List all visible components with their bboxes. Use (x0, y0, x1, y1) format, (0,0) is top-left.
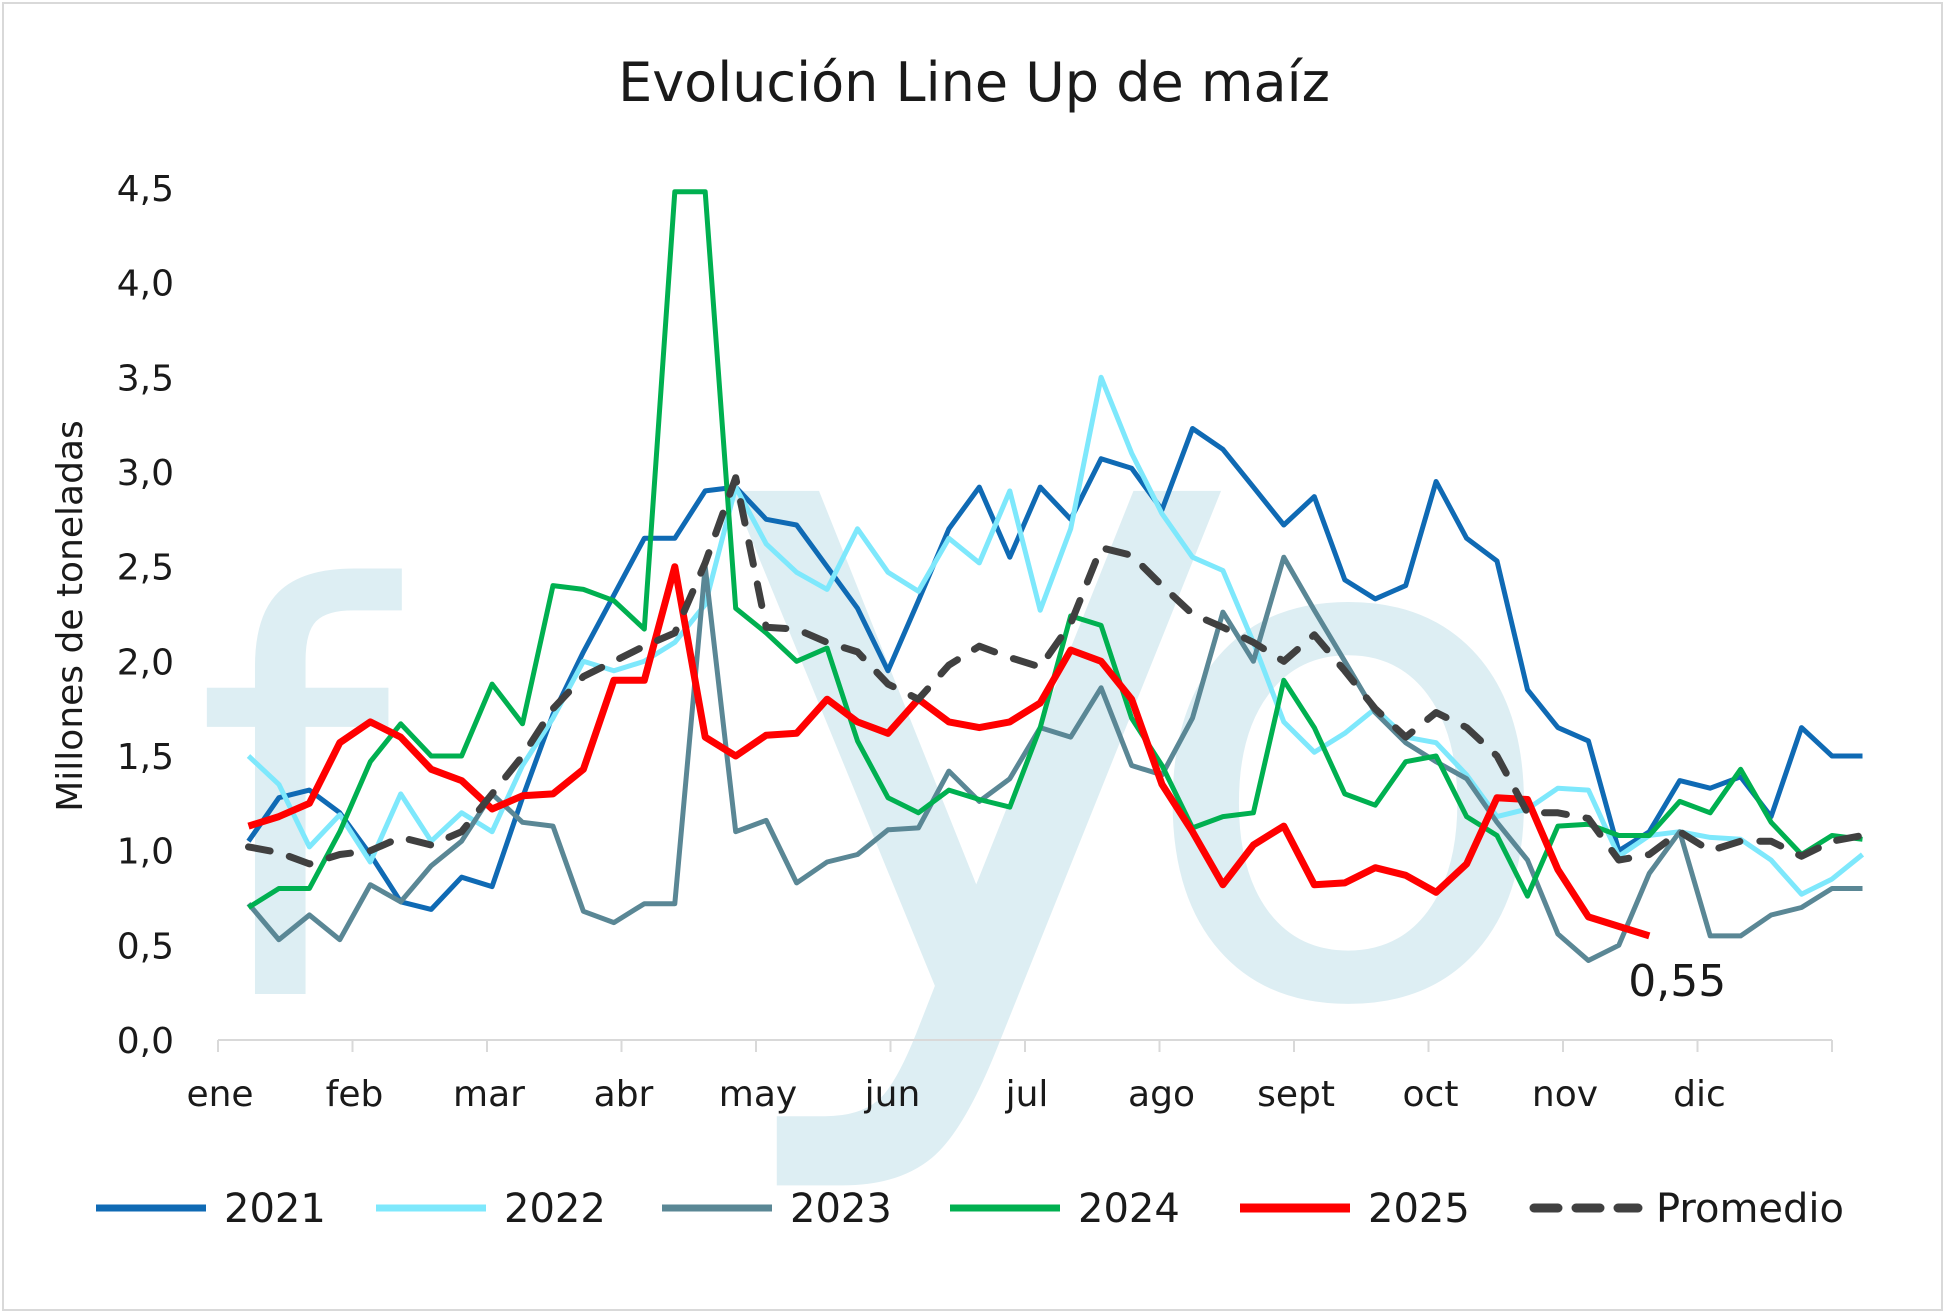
x-tick-label: oct (1403, 1074, 1459, 1115)
line-chart: f yo Evolución Line Up de maíz Millones d… (50, 51, 1866, 1232)
last-value-label: 0,55 (1628, 956, 1726, 1007)
x-tick-label: nov (1532, 1074, 1598, 1115)
series-line-promedio (245, 474, 1866, 868)
x-tick-label: ene (186, 1074, 253, 1115)
y-axis-label: Millones de toneladas (50, 420, 91, 812)
y-tick-label: 1,0 (117, 832, 174, 873)
annotations: 0,55 (1628, 956, 1726, 1007)
y-tick-label: 4,5 (117, 169, 174, 210)
x-tick-label: may (719, 1074, 797, 1115)
y-tick-label: 3,5 (117, 358, 174, 399)
x-tick-label: dic (1673, 1074, 1726, 1115)
series-lines (245, 189, 1866, 963)
watermark-letter: o (1134, 345, 1562, 1160)
series-line-2021 (246, 426, 1863, 912)
y-tick-label: 1,5 (117, 737, 174, 778)
series-line-2022 (246, 374, 1865, 897)
legend-label-promedio: Promedio (1656, 1186, 1844, 1232)
y-tick-label: 0,5 (117, 926, 174, 967)
x-tick-label: jul (1005, 1074, 1049, 1115)
x-tick-label: mar (453, 1074, 525, 1115)
x-tick-label: abr (594, 1074, 654, 1115)
legend-label-2024: 2024 (1078, 1186, 1180, 1232)
x-tick-label: sept (1257, 1074, 1335, 1115)
legend-label-2025: 2025 (1368, 1186, 1470, 1232)
series-line-2025 (247, 563, 1651, 940)
legend-label-2023: 2023 (790, 1186, 892, 1232)
x-tick-label: ago (1128, 1074, 1195, 1115)
watermark-letter: y (704, 140, 1248, 1211)
legend-label-2022: 2022 (504, 1186, 606, 1232)
y-tick-label: 3,0 (117, 453, 174, 494)
y-axis-ticks: 0,0 0,5 1,0 1,5 2,0 2,5 3,0 3,5 4,0 4,5 (117, 169, 174, 1062)
watermark-logo: f yo (194, 140, 1562, 1211)
x-tick-label: jun (864, 1074, 921, 1115)
y-tick-label: 2,5 (117, 548, 174, 589)
x-axis: ene feb mar abr may jun jul ago sept oct nov dic (186, 1039, 1833, 1115)
y-tick-label: 4,0 (117, 264, 174, 305)
watermark-letter: f (194, 475, 404, 1127)
legend: 2021 2022 2023 2024 2025 Promedio (96, 1186, 1844, 1232)
series-line-2023 (246, 554, 1863, 963)
y-tick-label: 0,0 (117, 1021, 174, 1062)
chart-title: Evolución Line Up de maíz (618, 51, 1330, 114)
y-tick-label: 2,0 (117, 642, 174, 683)
legend-label-2021: 2021 (224, 1186, 326, 1232)
x-tick-label: feb (326, 1074, 384, 1115)
